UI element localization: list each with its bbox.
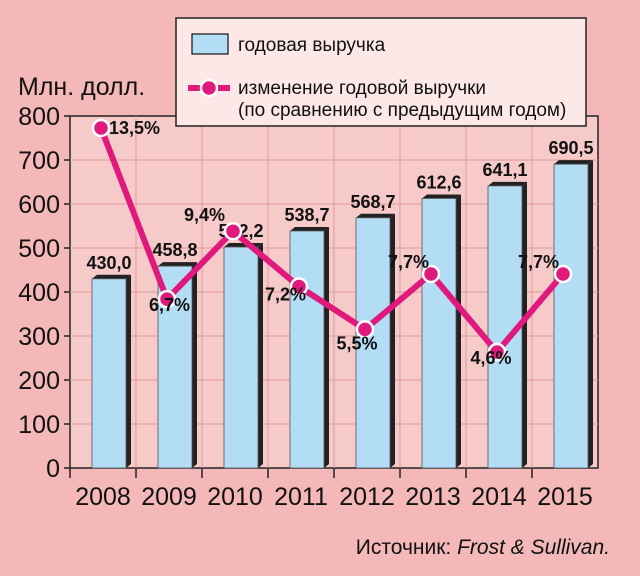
bar [91,278,127,469]
bar-top [554,160,593,165]
bar-value-label: 612,6 [416,172,461,192]
line-marker [487,342,507,362]
source-prefix: Источник: [356,536,457,559]
x-tick-label: 2011 [274,483,328,511]
y-tick-label: 500 [18,235,60,263]
line-marker [223,221,243,241]
y-tick-label: 0 [46,455,60,483]
line-marker [289,277,309,296]
line-series [91,118,573,362]
bar [421,198,457,469]
series-line [98,126,566,355]
x-tick-label: 2013 [405,483,461,511]
bar-series [91,160,593,469]
y-axis-title: Млн. долл. [18,73,145,101]
legend-bar-swatch [191,33,229,55]
legend-box [175,17,587,127]
bar-top [92,274,131,279]
y-tick-label: 700 [18,147,60,175]
line-marker [421,264,441,284]
bar-depth [390,213,395,468]
bar-depth [588,160,593,468]
line-marker [157,289,177,309]
bar-value-label: 430,0 [86,253,131,273]
x-tick-label: 2009 [141,483,197,511]
bar-value-label: 538,7 [284,205,329,225]
source-note: Источник: Frost & Sullivan. [356,536,610,559]
bar-depth [456,194,461,468]
y-tick-label: 400 [18,279,60,307]
bar [355,217,391,469]
legend: годовая выручка изменение годовой выручк… [175,17,587,127]
bar-depth [126,274,131,468]
x-tick-label: 2015 [537,483,593,511]
legend-line-marker [199,78,219,98]
line-value-label: 5,5% [336,333,377,353]
bar-top [356,213,395,218]
x-tick-label: 2012 [339,483,395,511]
y-axis: 0 100 200 300 400 500 600 700 800 [18,103,70,483]
line-value-label: 7,2% [265,285,306,305]
source-name: Frost & Sullivan. [457,536,610,559]
bar [289,230,325,469]
x-tick-label: 2008 [75,483,131,511]
y-tick-label: 800 [18,103,60,131]
line-value-label: 4,6% [470,348,511,368]
bar-depth [522,181,527,468]
bar-top [488,181,527,186]
line-value-label: 13,5% [109,118,160,138]
legend-line-label-1: изменение годовой выручки [238,78,486,99]
y-tick-label: 600 [18,191,60,219]
bar-depth [324,226,329,468]
bar-depth [258,243,263,468]
bar-value-label: 568,7 [350,192,395,212]
bar-value-label: 458,8 [152,240,197,260]
bar-value-label: 641,1 [482,160,527,180]
line-marker [91,118,111,138]
bar-top [290,226,329,231]
y-tick-label: 100 [18,411,60,439]
bar-top [422,194,461,199]
line-value-label: 7,7% [518,252,559,272]
bar-value-label: 690,5 [548,138,593,158]
x-axis: 2008 2009 2010 2011 2012 2013 2014 2015 [69,468,593,511]
line-marker [553,264,573,284]
y-tick-label: 300 [18,323,60,351]
y-tick-label: 200 [18,367,60,395]
line-marker [355,320,375,339]
line-value-label: 7,7% [388,252,429,272]
line-value-label: 9,4% [184,205,225,225]
x-tick-label: 2014 [471,483,527,511]
bar-depth [192,262,197,468]
x-tick-label: 2010 [207,483,263,511]
legend-line-label-2: (по сравнению с предыдущим годом) [238,100,566,121]
line-value-label: 6,7% [149,295,190,315]
bar [223,246,259,469]
legend-bar-label: годовая выручка [238,35,386,56]
bar-top [158,262,197,267]
bar [553,163,589,469]
line-value-labels: 13,5% 6,7% 9,4% 7,2% 5,5% 7,7% 4,6% 7,7% [109,118,559,368]
